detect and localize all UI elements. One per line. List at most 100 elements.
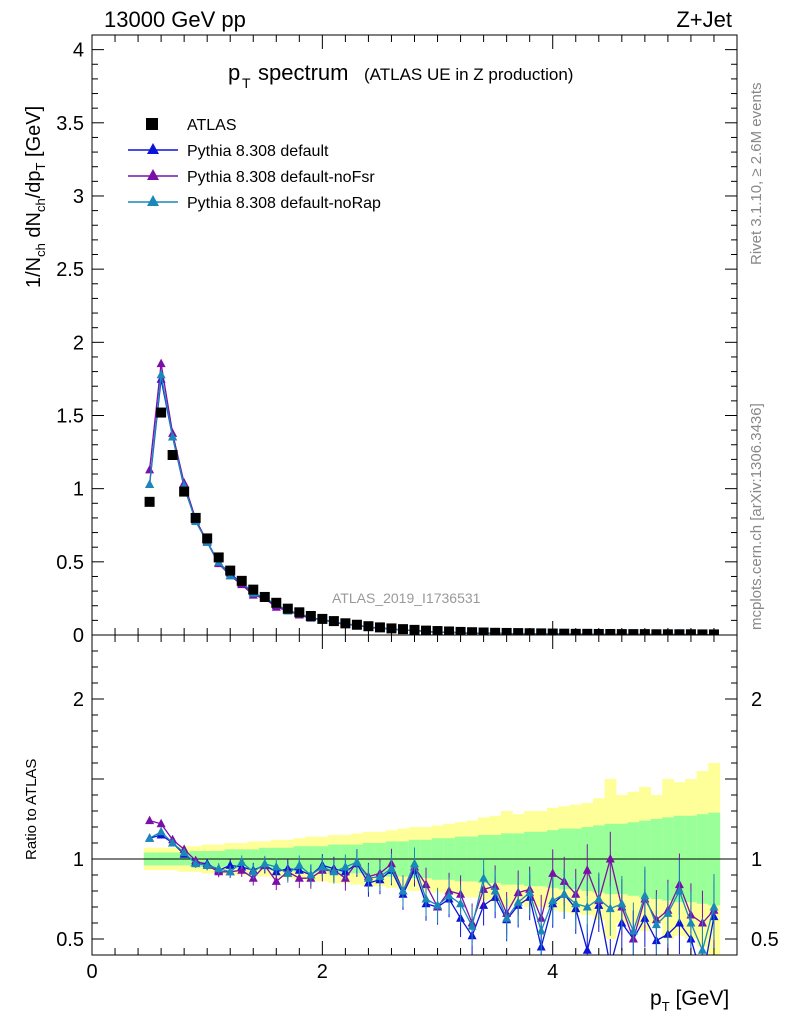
legend: ATLAS Pythia 8.308 default Pythia 8.308 … [128,117,381,212]
main-point-norap [168,432,178,441]
title-sub: T [242,75,251,91]
atlas-data-point [651,629,662,635]
atlas-data-point [582,628,593,635]
atlas-data-point [697,629,708,635]
ratio-y-axis-label: Ratio to ATLAS [23,759,40,860]
ratio-point-norap [202,860,212,869]
ratio-point-norap [248,866,258,876]
ratio-y-tick-label-right: 2 [751,689,762,711]
atlas-data-point [282,603,293,614]
ratio-point-nofsr [605,854,615,863]
axis-ticks [91,34,738,955]
ratio-y-tick-label: 0.5 [56,929,84,951]
ratio-point-nofsr [156,818,166,828]
ratio-point-norap [214,863,224,873]
rivet-info: Rivet 3.1.10, ≥ 2.6M events [748,83,765,266]
atlas-data-point [294,607,305,618]
ratio-panel-series [145,815,719,983]
legend-marker-atlas [146,118,158,130]
ratio-point-norap [260,858,270,868]
ratio-point-norap [410,858,419,868]
atlas-data-point [305,610,316,621]
ratio-y-tick-label: 1 [73,849,84,871]
ratio-point-norap [271,862,281,871]
legend-label-atlas: ATLAS [187,117,237,134]
ratio-point-norap [237,857,247,866]
ratio-point-norap [479,873,489,882]
atlas-data-point [467,627,478,635]
main-y-tick-label: 3.5 [56,113,84,135]
ratio-point-norap [283,868,293,877]
atlas-data-point [317,613,328,624]
x-tick-label: 0 [86,961,97,983]
process-label: Z+Jet [676,7,732,32]
atlas-data-point [156,407,167,418]
main-point-nofsr [156,358,166,368]
ratio-point-norap [686,918,696,927]
ratio-point-norap [663,908,673,917]
atlas-data-point [363,621,374,632]
main-y-tick-label: 0 [73,625,84,647]
atlas-data-point [559,628,570,635]
atlas-data-point [628,629,639,635]
atlas-data-point [259,591,270,602]
ratio-point-norap [674,886,684,895]
mcplots-info: mcplots.cern.ch [arXiv:1306.3436] [748,403,765,630]
atlas-data-point [202,533,213,544]
main-y-tick-label: 1 [73,479,84,501]
legend-label-default: Pythia 8.308 default [187,143,329,160]
ratio-point-norap [191,858,201,868]
ratio-point-norap [513,897,523,906]
legend-label-nofsr: Pythia 8.308 default-noFsr [187,169,375,186]
ratio-point-norap [179,847,189,857]
atlas-data-point [605,628,616,635]
main-point-nofsr [145,464,155,474]
atlas-data-point [248,584,259,595]
ratio-point-norap [536,926,546,935]
energy-label: 13000 GeV pp [104,7,246,32]
ratio-point-norap [145,833,155,842]
ratio-point-norap [640,890,650,900]
ratio-point-default [582,945,592,954]
atlas-data-point [536,628,547,635]
title-paren: (ATLAS UE in Z production) [364,65,573,84]
ratio-point-norap [594,894,604,903]
ratio-point-nofsr [548,868,558,877]
main-point-norap [156,369,166,379]
ratio-point-nofsr [294,873,304,882]
ratio-point-norap [548,895,558,905]
x-tick-label: 2 [317,961,328,983]
atlas-data-point [179,486,190,497]
ratio-point-norap [709,902,719,911]
main-y-tick-label: 2 [73,332,84,354]
ratio-y-tick-label: 2 [73,689,84,711]
legend-marker-norap [147,195,159,206]
ratio-point-norap [502,913,512,922]
ratio-point-norap [352,857,362,866]
ratio-point-norap [605,903,615,913]
ratio-point-norap [294,860,304,869]
main-y-tick-label: 1.5 [56,405,84,427]
ratio-point-default [698,974,707,983]
ratio-point-norap [306,870,316,879]
atlas-data-point [421,625,432,635]
atlas-data-point [225,565,236,576]
legend-marker-nofsr [147,169,159,180]
atlas-data-point [397,624,408,635]
ratio-point-nofsr [145,815,155,825]
atlas-data-point [444,626,455,635]
legend-label-norap: Pythia 8.308 default-noRap [187,195,381,212]
ratio-point-norap [340,862,350,871]
ratio-point-norap [329,866,339,876]
atlas-data-point [236,575,247,586]
main-y-tick-label: 3 [73,186,84,208]
x-axis-label: pT [GeV] [650,987,729,1014]
ratio-point-norap [525,887,535,897]
atlas-data-point [374,622,385,633]
atlas-data-point [144,496,155,507]
main-y-axis-label: 1/Nch dNch/dpT [GeV] [23,106,48,288]
ratio-point-norap [467,921,477,930]
axis-tick-labels: 00.511.522.533.540.5 0.51 12 20 2 4 [56,40,779,983]
ratio-point-norap [375,871,385,881]
